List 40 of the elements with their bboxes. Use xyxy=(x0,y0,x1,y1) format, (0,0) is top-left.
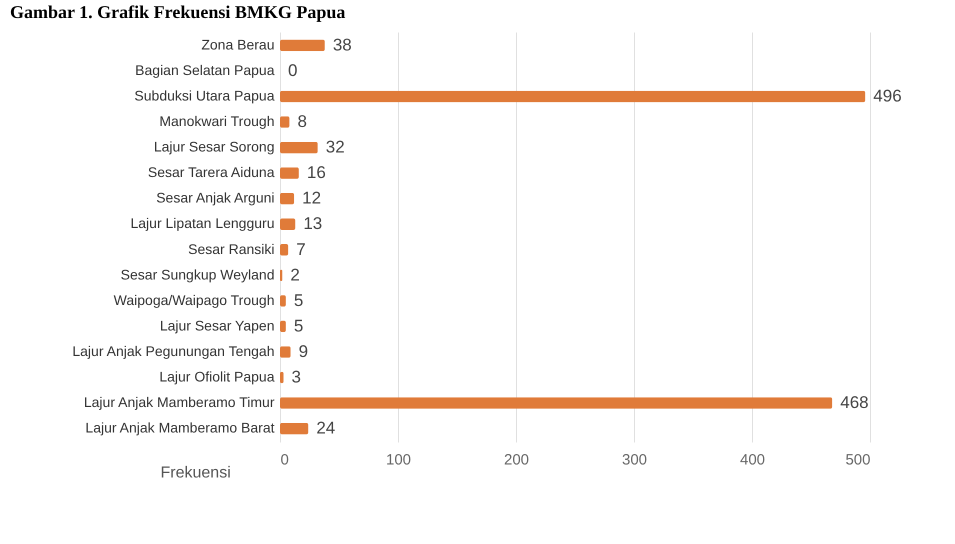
y-tick-label: Sesar Sungkup Weyland xyxy=(120,266,274,282)
x-axis-title: Frekuensi xyxy=(160,464,231,482)
x-tick-label: 500 xyxy=(845,452,870,468)
data-label: 32 xyxy=(326,138,345,157)
chart-title: Gambar 1. Grafik Frekuensi BMKG Papua xyxy=(10,2,346,22)
data-label: 468 xyxy=(840,393,869,412)
y-tick-label: Lajur Anjak Mamberamo Barat xyxy=(85,420,275,436)
data-label: 5 xyxy=(294,316,304,336)
y-tick-label: Sesar Tarera Aiduna xyxy=(148,164,275,180)
data-label: 24 xyxy=(316,418,336,438)
y-tick-label: Lajur Anjak Mamberamo Timur xyxy=(84,394,275,410)
y-tick-label: Sesar Ransiki xyxy=(188,240,274,257)
data-label: 16 xyxy=(306,163,326,182)
x-tick-label: 200 xyxy=(504,452,530,468)
y-tick-label: Zona Berau xyxy=(201,36,274,52)
data-label: 2 xyxy=(290,265,300,284)
y-tick-label: Lajur Ofiolit Papua xyxy=(159,368,275,384)
x-tick-label: 400 xyxy=(740,452,766,468)
x-tick-label: 100 xyxy=(386,452,412,468)
data-label: 12 xyxy=(302,188,322,208)
y-tick-label: Manokwari Trough xyxy=(159,113,274,130)
data-label: 3 xyxy=(292,368,302,386)
data-label: 13 xyxy=(303,214,322,234)
data-label: 8 xyxy=(297,112,307,132)
y-tick-label: Subduksi Utara Papua xyxy=(134,88,275,104)
data-label: 9 xyxy=(298,342,308,361)
x-tick-label: 0 xyxy=(280,452,289,468)
y-tick-label: Lajur Sesar Sorong xyxy=(154,138,274,155)
y-tick-label: Waipoga/Waipago Trough xyxy=(114,292,274,308)
y-tick-label: Bagian Selatan Papua xyxy=(135,62,275,78)
data-label: 0 xyxy=(288,60,298,80)
y-tick-label: Lajur Sesar Yapen xyxy=(160,317,274,334)
data-label: 7 xyxy=(296,240,306,259)
data-label: 5 xyxy=(294,290,304,310)
y-tick-label: Lajur Anjak Pegunungan Tengah xyxy=(72,342,274,359)
data-label: 496 xyxy=(873,86,902,106)
x-tick-label: 300 xyxy=(622,452,648,468)
y-tick-label: Lajur Lipatan Lengguru xyxy=(130,215,274,232)
data-label: 38 xyxy=(332,35,352,54)
y-tick-label: Sesar Anjak Arguni xyxy=(156,190,274,206)
